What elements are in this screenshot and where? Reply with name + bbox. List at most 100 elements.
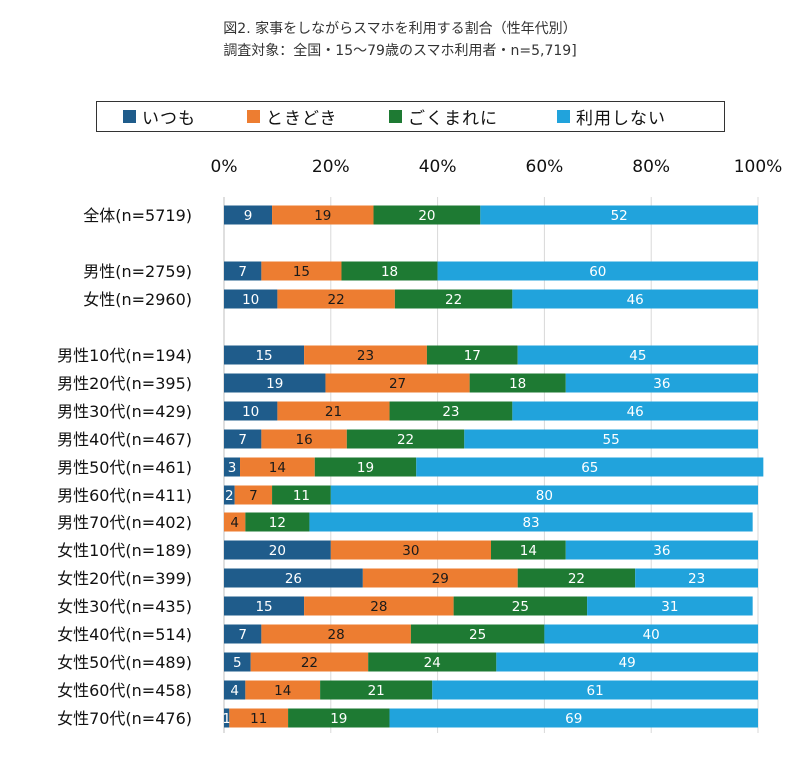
bar-segment (330, 485, 758, 505)
x-tick-label: 0% (211, 157, 238, 177)
data-label: 22 (397, 432, 414, 448)
category-label: 女性30代(n=435) (57, 597, 192, 616)
data-label: 19 (314, 208, 331, 224)
data-label: 23 (688, 571, 705, 587)
bar-segment (544, 624, 758, 644)
data-label: 29 (432, 571, 449, 587)
bar-segment (496, 652, 758, 672)
x-tick-label: 80% (632, 157, 670, 177)
bar-segment (587, 596, 753, 616)
legend-item-gokumareni: ごくまれに (389, 102, 498, 130)
bar-segment (224, 596, 305, 616)
bar-segment (368, 652, 497, 672)
data-label: 25 (469, 627, 486, 643)
bar-segment (480, 205, 758, 225)
legend-swatch-gokumareni (389, 109, 402, 123)
category-label: 女性50代(n=489) (57, 653, 192, 672)
bar-segment (224, 261, 262, 281)
bar-segment (272, 205, 374, 225)
data-label: 10 (242, 292, 259, 308)
bar-segment (224, 680, 246, 700)
bar-segment (272, 485, 331, 505)
bar-segment (261, 261, 342, 281)
data-label: 14 (520, 543, 537, 559)
x-tick-label: 60% (526, 157, 564, 177)
bar-segment (314, 457, 417, 477)
bar-segment (224, 205, 273, 225)
bar-segment (277, 401, 390, 421)
category-label: 女性10代(n=189) (57, 541, 192, 560)
data-label: 2 (225, 488, 234, 504)
category-label: 男性10代(n=194) (57, 346, 192, 365)
data-label: 18 (509, 376, 526, 392)
data-label: 60 (589, 264, 606, 280)
bar-segment (341, 261, 438, 281)
chart-title: 図2. 家事をしながらスマホを利用する割合（性年代別） (223, 21, 577, 37)
data-label: 7 (249, 488, 258, 504)
data-label: 20 (418, 208, 435, 224)
data-label: 19 (266, 376, 283, 392)
bar-segment (240, 457, 315, 477)
x-tick-label: 100% (734, 157, 783, 177)
data-label: 20 (269, 543, 286, 559)
data-label: 7 (238, 627, 247, 643)
data-label: 23 (357, 348, 374, 364)
bar-segment (224, 652, 251, 672)
bar-segment (416, 457, 764, 477)
bar-segment (635, 568, 758, 588)
bar-segment (464, 429, 758, 449)
bar-segment (224, 540, 331, 560)
data-label: 9 (244, 208, 253, 224)
bar-segment (304, 596, 454, 616)
data-label: 11 (293, 488, 310, 504)
legend-swatch-riyoushinai (557, 109, 570, 123)
category-label: 男性40代(n=467) (57, 430, 192, 449)
bar-segment (224, 457, 241, 477)
data-label: 3 (228, 460, 237, 476)
bar-segment (389, 708, 758, 728)
data-label: 26 (285, 571, 302, 587)
category-label: 男性30代(n=429) (57, 402, 192, 421)
bar-segment (224, 289, 278, 309)
data-label: 22 (568, 571, 585, 587)
bar-segment (512, 289, 758, 309)
bar-segment (224, 512, 246, 532)
bar-segment (432, 680, 758, 700)
category-label: 男性(n=2759) (83, 262, 192, 281)
bar-segment (565, 373, 758, 393)
bar-segment (517, 568, 636, 588)
bar-segment (373, 205, 481, 225)
bar-segment (517, 345, 758, 365)
data-label: 22 (301, 655, 318, 671)
bar-segment (346, 429, 465, 449)
bar-segment (224, 345, 305, 365)
bar-segment (565, 540, 758, 560)
bar-segment (469, 373, 566, 393)
legend-label-gokumareni: ごくまれに (408, 108, 498, 129)
category-label: 女性70代(n=476) (57, 709, 192, 728)
data-label: 46 (627, 404, 644, 420)
category-label: 女性60代(n=458) (57, 681, 192, 700)
data-label: 15 (255, 599, 272, 615)
bar-segment (229, 708, 289, 728)
bar-segment (288, 708, 390, 728)
bar-segment (261, 429, 347, 449)
bar-segment (224, 429, 262, 449)
bar-segment (224, 708, 230, 728)
bar-segment (234, 485, 273, 505)
bar-segment (261, 624, 411, 644)
data-label: 65 (581, 460, 598, 476)
category-label: 全体(n=5719) (83, 206, 192, 225)
bar-segment (325, 373, 470, 393)
x-tick-label: 20% (312, 157, 350, 177)
data-label: 17 (464, 348, 481, 364)
data-label: 31 (661, 599, 678, 615)
data-label: 30 (402, 543, 419, 559)
data-label: 12 (269, 515, 286, 531)
data-label: 4 (230, 683, 239, 699)
data-label: 14 (269, 460, 286, 476)
legend-label-itsumo: いつも (142, 108, 196, 129)
bar-segment (245, 680, 321, 700)
data-label: 36 (653, 543, 670, 559)
bar-segment (224, 373, 326, 393)
